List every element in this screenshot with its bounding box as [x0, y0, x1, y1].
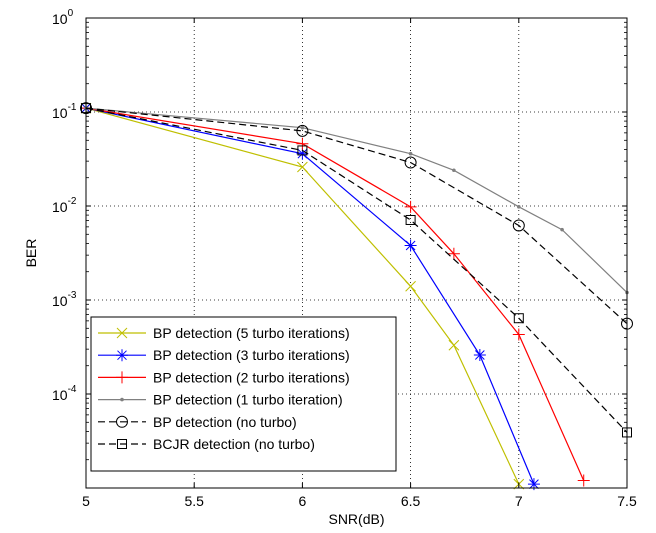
- data-point: [296, 137, 309, 150]
- data-point: [408, 151, 413, 156]
- legend-entry: BP detection (3 turbo iterations): [98, 347, 350, 363]
- legend-label: BP detection (no turbo): [153, 414, 297, 430]
- data-point: [527, 478, 540, 491]
- data-point: [473, 348, 486, 361]
- legend-label: BP detection (1 turbo iteration): [153, 392, 343, 408]
- x-tick-label: 6: [299, 493, 307, 509]
- x-axis-label: SNR(dB): [328, 511, 384, 527]
- legend-entry: BCJR detection (no turbo): [98, 436, 315, 452]
- legend-marker: [117, 439, 127, 449]
- legend-entry: BP detection (1 turbo iteration): [98, 392, 343, 408]
- series-line: [85, 107, 585, 481]
- y-axis-label: BER: [23, 239, 39, 268]
- y-tick-label: 10-1: [52, 102, 77, 121]
- legend-marker: [116, 349, 128, 362]
- data-point: [577, 474, 590, 487]
- legend-label: BP detection (5 turbo iterations): [153, 325, 350, 341]
- ticks: 5 5.5 6 6.5 7 7.5 100 10-1 10-2 10-3 10-4: [52, 8, 637, 509]
- data-point: [296, 147, 309, 160]
- data-point: [447, 247, 460, 260]
- data-point: [512, 219, 525, 232]
- legend-box: [90, 316, 397, 472]
- data-point: [517, 205, 521, 209]
- series-2: [80, 102, 540, 491]
- legend-label: BCJR detection (no turbo): [153, 436, 315, 452]
- x-tick-label: 6.5: [401, 493, 421, 509]
- y-tick-label: 10-2: [52, 196, 77, 215]
- data-point: [300, 125, 305, 130]
- series-line: [85, 107, 628, 433]
- data-point: [405, 280, 416, 292]
- legend: BP detection (5 turbo iterations) BP dete…: [90, 316, 397, 472]
- y-tick-label: 100: [52, 8, 74, 27]
- series-line: [85, 107, 628, 325]
- data-point: [448, 339, 460, 351]
- y-tick-label: 10-4: [52, 384, 77, 403]
- y-tick-label: 10-3: [52, 290, 77, 309]
- data-point: [513, 313, 524, 324]
- x-tick-label: 5: [82, 493, 90, 509]
- x-tick-label: 7: [515, 493, 523, 509]
- data-point: [452, 168, 456, 173]
- legend-entry: BP detection (2 turbo iterations): [98, 369, 350, 385]
- x-tick-label: 5.5: [184, 493, 204, 509]
- data-point: [404, 239, 417, 252]
- legend-marker: [116, 371, 128, 384]
- series-4: [84, 106, 629, 295]
- data-point: [297, 161, 308, 173]
- data-point: [296, 124, 309, 137]
- legend-entry: BP detection (5 turbo iterations): [98, 325, 350, 341]
- legend-entry: BP detection (no turbo): [98, 414, 297, 430]
- data-point: [404, 200, 417, 213]
- legend-marker: [116, 415, 128, 428]
- legend-label: BP detection (3 turbo iterations): [153, 347, 350, 363]
- data-point: [560, 227, 564, 232]
- legend-marker: [120, 397, 124, 402]
- data-point: [297, 145, 308, 156]
- plot-frame: [85, 17, 628, 489]
- legend-label: BP detection (2 turbo iterations): [153, 369, 350, 385]
- data-point: [512, 328, 525, 341]
- data-point: [404, 156, 417, 169]
- data-point: [405, 214, 416, 225]
- x-tick-label: 7.5: [617, 493, 637, 509]
- legend-marker: [116, 327, 128, 339]
